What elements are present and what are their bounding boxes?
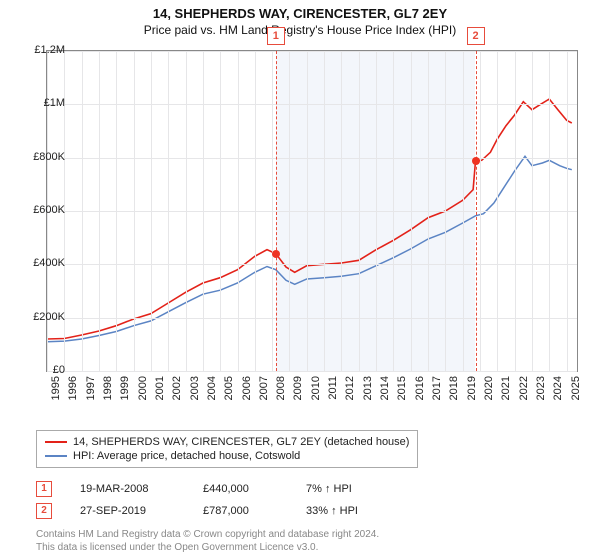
footer-line: Contains HM Land Registry data © Crown c… <box>36 528 379 541</box>
x-axis-label: 2025 <box>570 376 582 400</box>
x-axis-label: 2023 <box>535 376 547 400</box>
chart-container: 14, SHEPHERDS WAY, CIRENCESTER, GL7 2EY … <box>0 0 600 560</box>
legend-item-1: 14, SHEPHERDS WAY, CIRENCESTER, GL7 2EY … <box>45 435 409 449</box>
x-axis-label: 1995 <box>50 376 62 400</box>
event-marker-2: 2 <box>36 503 52 519</box>
event-flag: 1 <box>267 27 285 45</box>
x-axis-label: 2012 <box>344 376 356 400</box>
y-axis-label: £1.2M <box>34 44 65 56</box>
legend-swatch-blue <box>45 455 67 457</box>
x-axis-label: 2022 <box>518 376 530 400</box>
x-axis-label: 2019 <box>466 376 478 400</box>
event-table: 1 19-MAR-2008 £440,000 7% ↑ HPI 2 27-SEP… <box>36 478 401 522</box>
event-pct: 7% ↑ HPI <box>306 483 401 495</box>
x-axis-label: 2008 <box>275 376 287 400</box>
event-date: 27-SEP-2019 <box>80 505 175 517</box>
x-axis-label: 2015 <box>396 376 408 400</box>
y-axis-label: £400K <box>33 257 65 269</box>
event-marker-1: 1 <box>36 481 52 497</box>
x-axis-label: 2020 <box>483 376 495 400</box>
event-flag: 2 <box>467 27 485 45</box>
x-axis-label: 2000 <box>137 376 149 400</box>
legend: 14, SHEPHERDS WAY, CIRENCESTER, GL7 2EY … <box>36 430 418 468</box>
x-axis-label: 2021 <box>500 376 512 400</box>
legend-swatch-red <box>45 441 67 443</box>
x-axis-label: 2009 <box>292 376 304 400</box>
y-axis-label: £600K <box>33 204 65 216</box>
x-axis-label: 2002 <box>171 376 183 400</box>
x-axis-label: 2010 <box>310 376 322 400</box>
x-axis-label: 2017 <box>431 376 443 400</box>
event-dot <box>472 157 480 165</box>
x-axis-label: 2003 <box>189 376 201 400</box>
x-axis-label: 2007 <box>258 376 270 400</box>
event-pct: 33% ↑ HPI <box>306 505 401 517</box>
event-row: 1 19-MAR-2008 £440,000 7% ↑ HPI <box>36 478 401 500</box>
x-axis-label: 2005 <box>223 376 235 400</box>
x-axis-label: 2006 <box>241 376 253 400</box>
x-axis-label: 2016 <box>414 376 426 400</box>
footer-line: This data is licensed under the Open Gov… <box>36 541 379 554</box>
x-axis-label: 2014 <box>379 376 391 400</box>
y-axis-label: £800K <box>33 151 65 163</box>
event-row: 2 27-SEP-2019 £787,000 33% ↑ HPI <box>36 500 401 522</box>
chart-subtitle: Price paid vs. HM Land Registry's House … <box>0 21 600 37</box>
footer-attribution: Contains HM Land Registry data © Crown c… <box>36 528 379 554</box>
x-axis-label: 2024 <box>552 376 564 400</box>
event-price: £440,000 <box>203 483 278 495</box>
legend-label: HPI: Average price, detached house, Cots… <box>73 450 300 462</box>
x-axis-label: 1996 <box>67 376 79 400</box>
chart-title: 14, SHEPHERDS WAY, CIRENCESTER, GL7 2EY <box>0 0 600 21</box>
event-price: £787,000 <box>203 505 278 517</box>
x-axis-label: 2011 <box>327 376 339 400</box>
y-axis-label: £1M <box>44 97 65 109</box>
x-axis-label: 1999 <box>119 376 131 400</box>
x-axis-label: 1998 <box>102 376 114 400</box>
event-date: 19-MAR-2008 <box>80 483 175 495</box>
event-dot <box>272 250 280 258</box>
x-axis-label: 2001 <box>154 376 166 400</box>
x-axis-label: 2018 <box>448 376 460 400</box>
legend-item-2: HPI: Average price, detached house, Cots… <box>45 449 409 463</box>
x-axis-label: 2013 <box>362 376 374 400</box>
y-axis-label: £0 <box>53 364 65 376</box>
legend-label: 14, SHEPHERDS WAY, CIRENCESTER, GL7 2EY … <box>73 436 409 448</box>
y-axis-label: £200K <box>33 311 65 323</box>
plot-area: 12 <box>46 50 578 372</box>
x-axis-label: 1997 <box>85 376 97 400</box>
x-axis-label: 2004 <box>206 376 218 400</box>
